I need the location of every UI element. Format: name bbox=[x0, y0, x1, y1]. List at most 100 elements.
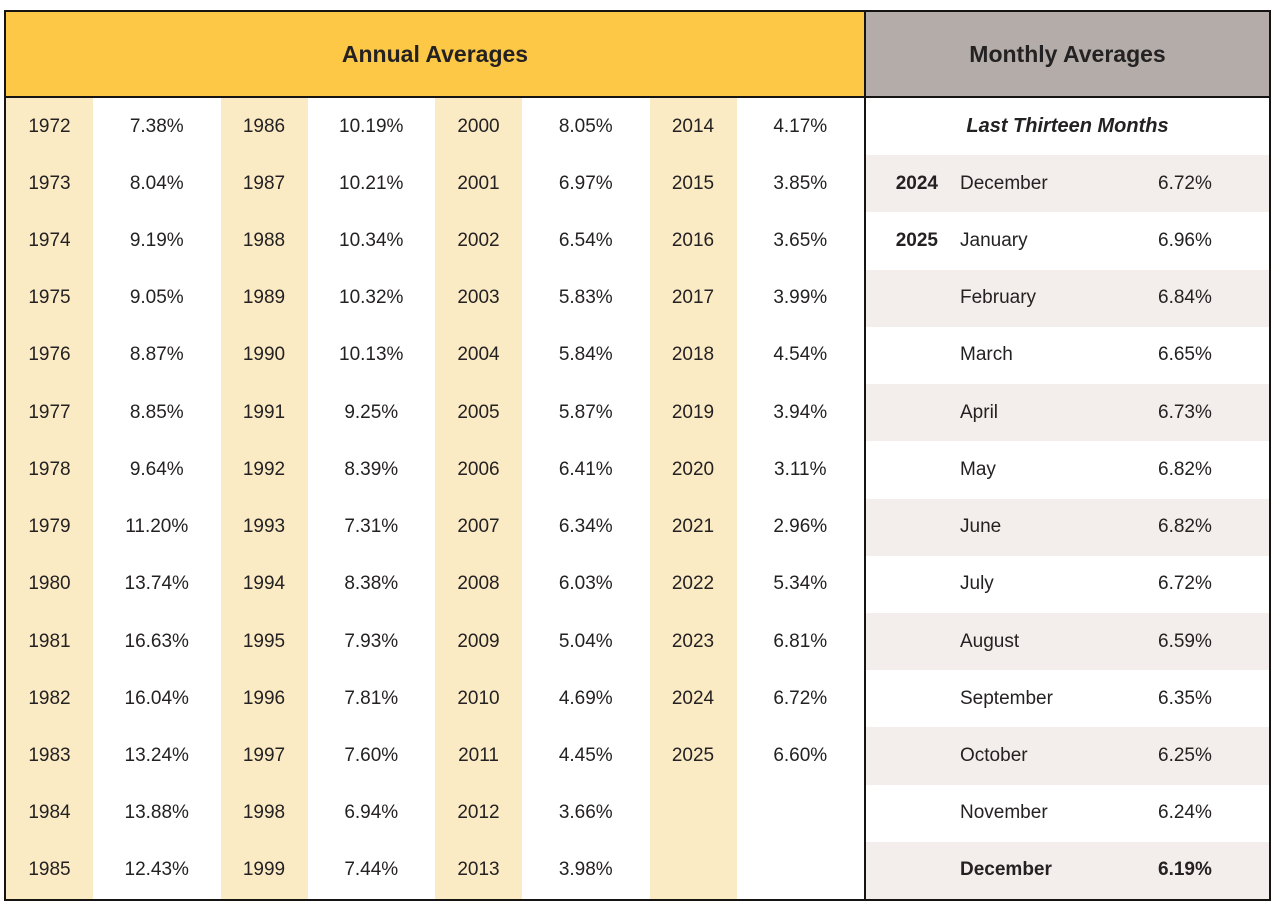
annual-rate-2020: 3.11% bbox=[774, 458, 827, 480]
annual-year-1980: 1980 bbox=[6, 555, 93, 613]
annual-year-1996: 1996 bbox=[220, 670, 308, 728]
annual-year-1987: 1987 bbox=[220, 155, 308, 213]
annual-rate-1993: 7.31% bbox=[344, 516, 399, 538]
month-rate-value: 6.65% bbox=[1158, 344, 1212, 366]
annual-rate-2011: 4.45% bbox=[558, 744, 613, 766]
annual-year-2004: 2004 bbox=[435, 326, 522, 385]
annual-averages-header: Annual Averages bbox=[6, 12, 866, 96]
annual-rate-2010: 4.69% bbox=[558, 687, 613, 709]
annual-rate-1980: 13.74% bbox=[124, 573, 189, 595]
annual-year-2009: 2009 bbox=[435, 612, 522, 671]
annual-year-2012: 2012 bbox=[435, 784, 522, 842]
monthly-row-october: October 6.25% bbox=[866, 727, 1269, 785]
month-rate-value: 6.84% bbox=[1158, 287, 1212, 309]
annual-year-1986: 1986 bbox=[220, 98, 308, 156]
annual-year-1993: 1993 bbox=[220, 498, 308, 556]
month-name-label: May bbox=[960, 458, 996, 480]
annual-year-1977: 1977 bbox=[6, 384, 93, 442]
annual-rate-1972: 7.38% bbox=[129, 115, 184, 137]
annual-rate-1981: 16.63% bbox=[124, 630, 189, 652]
monthly-row-july: July 6.72% bbox=[866, 556, 1269, 613]
annual-rate-2002: 6.54% bbox=[558, 230, 613, 252]
monthly-averages-section: Last Thirteen Months 2024 December 6.72% 20… bbox=[866, 98, 1269, 899]
monthly-row-december: December 6.19% bbox=[866, 841, 1269, 899]
table-body: 1972 7.38% 1973 8.04% 1974 9.19% 1975 9.05% 1976… bbox=[6, 98, 1269, 899]
annual-rate-2001: 6.97% bbox=[558, 172, 613, 194]
annual-rate-1979: 11.20% bbox=[125, 516, 189, 538]
annual-year-1997: 1997 bbox=[220, 727, 308, 785]
annual-year-1983: 1983 bbox=[6, 727, 93, 785]
annual-rate-1990: 10.13% bbox=[339, 344, 404, 366]
annual-year-1973: 1973 bbox=[6, 155, 93, 213]
annual-rate-1975: 9.05% bbox=[129, 287, 184, 309]
month-name-label: February bbox=[960, 287, 1037, 309]
annual-year-1995: 1995 bbox=[220, 612, 308, 671]
month-name-label: August bbox=[960, 630, 1020, 652]
annual-year-2015: 2015 bbox=[649, 155, 737, 213]
monthly-row-may: May 6.82% bbox=[866, 441, 1269, 498]
month-rate-value: 6.73% bbox=[1158, 401, 1212, 423]
monthly-subtitle-row: Last Thirteen Months bbox=[866, 98, 1269, 155]
monthly-row-april: April 6.73% bbox=[866, 384, 1269, 442]
annual-year-2022: 2022 bbox=[649, 555, 737, 613]
annual-year-1989: 1989 bbox=[220, 269, 308, 327]
month-rate-value: 6.72% bbox=[1158, 172, 1212, 194]
month-rate-value: 6.35% bbox=[1158, 687, 1212, 709]
annual-year-1988: 1988 bbox=[220, 212, 308, 270]
mortgage-rate-table: Annual Averages Monthly Averages 1972 7.3… bbox=[4, 10, 1271, 901]
annual-year-1982: 1982 bbox=[6, 670, 93, 728]
annual-column-3: 2000 8.05% 2001 6.97% 2002 6.54% 2003 5.83% 2004… bbox=[435, 98, 650, 899]
annual-year-1998: 1998 bbox=[220, 784, 308, 842]
monthly-row-december-2024: 2024 December 6.72% bbox=[866, 155, 1269, 213]
annual-rate-1989: 10.32% bbox=[339, 287, 404, 309]
month-name-label: December bbox=[960, 859, 1052, 881]
annual-rate-1988: 10.34% bbox=[339, 230, 404, 252]
last-thirteen-months-label: Last Thirteen Months bbox=[966, 115, 1169, 138]
month-name-label: June bbox=[960, 516, 1002, 538]
annual-year-1994: 1994 bbox=[220, 555, 308, 613]
annual-year-2010: 2010 bbox=[435, 670, 522, 728]
annual-rate-2004: 5.84% bbox=[558, 344, 613, 366]
annual-rate-empty bbox=[737, 842, 865, 899]
annual-column-2: 1986 10.19% 1987 10.21% 1988 10.34% 1989 10.32%… bbox=[220, 98, 436, 899]
annual-averages-section: 1972 7.38% 1973 8.04% 1974 9.19% 1975 9.05% 1976… bbox=[6, 98, 866, 899]
annual-rate-2025: 6.60% bbox=[773, 744, 828, 766]
annual-year-2020: 2020 bbox=[649, 441, 737, 499]
annual-year-2025: 2025 bbox=[649, 727, 737, 785]
annual-year-1990: 1990 bbox=[220, 326, 308, 385]
table-header-row: Annual Averages Monthly Averages bbox=[6, 12, 1269, 98]
annual-year-2024: 2024 bbox=[649, 670, 737, 728]
annual-year-2023: 2023 bbox=[649, 612, 737, 671]
annual-year-empty bbox=[649, 784, 737, 842]
month-name-label: March bbox=[960, 344, 1013, 366]
month-name-label: December bbox=[960, 172, 1048, 194]
annual-year-1976: 1976 bbox=[6, 326, 93, 385]
annual-rate-1985: 12.43% bbox=[124, 859, 189, 881]
annual-rate-1983: 13.24% bbox=[124, 744, 189, 766]
annual-rate-1977: 8.85% bbox=[129, 401, 184, 423]
annual-rate-1992: 8.39% bbox=[344, 458, 399, 480]
annual-year-2011: 2011 bbox=[435, 727, 522, 785]
annual-year-2001: 2001 bbox=[435, 155, 522, 213]
annual-year-2018: 2018 bbox=[649, 326, 737, 385]
annual-year-2002: 2002 bbox=[435, 212, 522, 270]
annual-rate-2021: 2.96% bbox=[773, 516, 828, 538]
month-year-label: 2024 bbox=[895, 172, 938, 194]
annual-year-1985: 1985 bbox=[6, 841, 93, 899]
month-rate-value: 6.19% bbox=[1158, 859, 1212, 881]
annual-rate-2000: 8.05% bbox=[558, 115, 613, 137]
annual-rate-2016: 3.65% bbox=[773, 230, 828, 252]
month-rate-value: 6.24% bbox=[1158, 802, 1212, 824]
annual-rate-2024: 6.72% bbox=[773, 687, 828, 709]
month-name-label: September bbox=[960, 687, 1053, 709]
annual-year-1984: 1984 bbox=[6, 784, 93, 842]
annual-rate-1978: 9.64% bbox=[129, 458, 184, 480]
annual-rate-2007: 6.34% bbox=[558, 516, 613, 538]
annual-rate-1987: 10.21% bbox=[339, 172, 404, 194]
annual-rate-2022: 5.34% bbox=[773, 573, 828, 595]
annual-rate-2019: 3.94% bbox=[773, 401, 828, 423]
annual-year-2003: 2003 bbox=[435, 269, 522, 327]
annual-year-1979: 1979 bbox=[6, 498, 93, 556]
month-rate-value: 6.25% bbox=[1158, 744, 1212, 766]
annual-year-2021: 2021 bbox=[649, 498, 737, 556]
